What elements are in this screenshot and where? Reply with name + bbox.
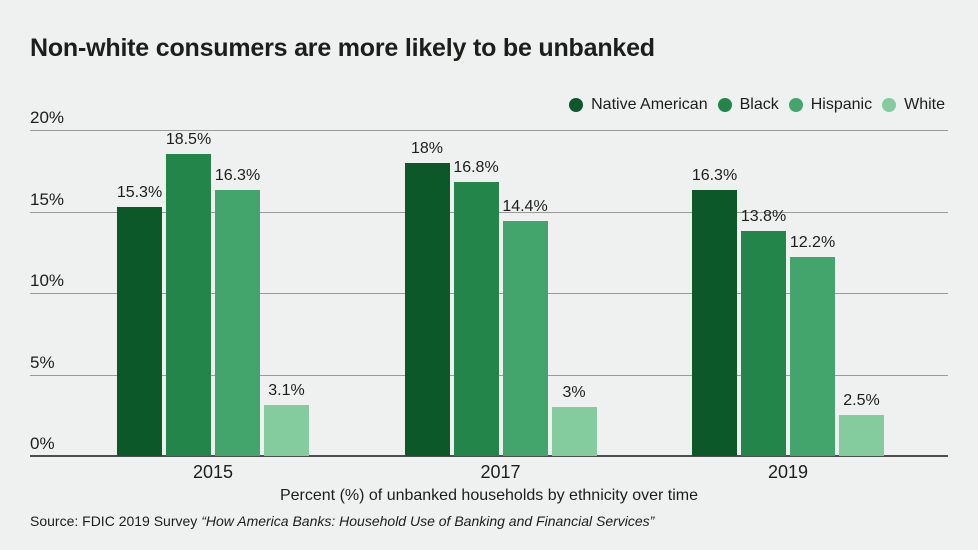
bar-value-label: 16.3%: [691, 167, 738, 185]
bar-value-label: 18%: [410, 139, 444, 157]
x-axis-baseline: [30, 455, 948, 457]
bar-2019-hispanic: [790, 257, 835, 456]
bar-2017-black: [453, 182, 499, 456]
bar-value-label: 14.4%: [502, 198, 548, 216]
bar-2015-native-american: [117, 206, 162, 456]
bar-2015-black: [166, 154, 211, 456]
x-axis-title: Percent (%) of unbanked households by et…: [279, 487, 698, 504]
bar-2019-black: [741, 231, 786, 456]
y-tick-label: 10%: [30, 271, 65, 290]
bar-2015-hispanic: [215, 190, 260, 456]
bar-value-label: 15.3%: [116, 183, 163, 201]
y-tick-label: 5%: [30, 352, 55, 372]
bar-value-label: 3.1%: [268, 382, 305, 400]
legend-item-white: White: [882, 96, 945, 114]
legend: Native American Black Hispanic White: [569, 96, 945, 114]
legend-label: Black: [739, 96, 779, 113]
gridline-20: [30, 130, 948, 131]
bar-value-label: 16.3%: [214, 167, 261, 185]
bar-2017-white: [551, 407, 597, 456]
legend-item-hispanic: Hispanic: [788, 96, 873, 114]
y-tick-label: 20%: [30, 108, 65, 127]
bar-2019-native-american: [692, 190, 737, 456]
bar-value-label: 12.2%: [789, 234, 836, 252]
legend-label: White: [904, 96, 945, 113]
bar-value-label: 18.5%: [165, 131, 212, 149]
source-citation: “How America Banks: Household Use of Ban…: [201, 513, 655, 529]
bar-value-label: 16.8%: [453, 159, 499, 177]
legend-swatch-icon: [569, 98, 584, 112]
legend-item-native-american: Native American: [569, 96, 708, 114]
legend-swatch-icon: [717, 98, 732, 112]
bar-value-label: 3%: [562, 384, 586, 402]
source-note: Source: FDIC 2019 Survey “How America Ba…: [30, 513, 654, 529]
legend-swatch-icon: [788, 98, 803, 112]
x-tick-label-2019: 2019: [767, 462, 809, 482]
chart-title: Non-white consumers are more likely to b…: [30, 34, 655, 62]
legend-item-black: Black: [717, 96, 779, 114]
source-prefix: Source: FDIC 2019 Survey: [30, 513, 202, 529]
legend-label: Native American: [591, 96, 708, 113]
bar-2015-white: [264, 405, 309, 456]
bar-2017-native-american: [404, 162, 450, 456]
bar-value-label: 13.8%: [740, 208, 787, 226]
y-tick-label: 0%: [30, 434, 55, 453]
y-tick-label: 15%: [30, 189, 65, 209]
legend-swatch-icon: [882, 98, 897, 112]
legend-label: Hispanic: [810, 96, 873, 113]
bar-2017-hispanic: [502, 221, 548, 456]
bar-2019-white: [839, 415, 884, 456]
bar-value-label: 2.5%: [843, 392, 880, 410]
x-tick-label-2015: 2015: [192, 462, 234, 482]
x-tick-label-2017: 2017: [480, 462, 521, 482]
